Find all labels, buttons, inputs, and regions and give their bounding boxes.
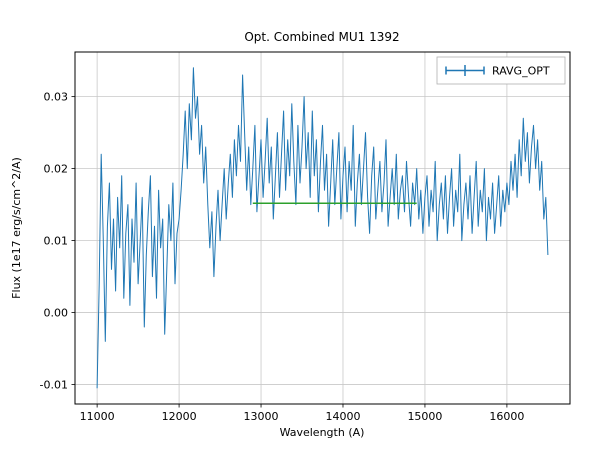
plot-area: 11000 12000 13000 14000 15000 16000 -0.01 0.00 0… bbox=[40, 51, 571, 423]
x-axis-label: Wavelength (A) bbox=[280, 426, 365, 439]
x-tick-label: 15000 bbox=[407, 410, 442, 423]
legend-label: RAVG_OPT bbox=[492, 65, 550, 78]
axes-frame bbox=[74, 51, 571, 405]
x-tick-label: 16000 bbox=[489, 410, 524, 423]
x-tick-label: 12000 bbox=[162, 410, 197, 423]
y-tick-label: 0.01 bbox=[44, 235, 69, 248]
x-tick-label: 11000 bbox=[80, 410, 115, 423]
y-tick-label: -0.01 bbox=[40, 379, 68, 392]
y-tick-label: 0.03 bbox=[44, 91, 69, 104]
legend-errorbar-marker bbox=[445, 65, 485, 76]
x-tick-label: 14000 bbox=[325, 410, 360, 423]
x-tick-label: 13000 bbox=[244, 410, 279, 423]
y-tick-label: 0.02 bbox=[44, 163, 69, 176]
y-axis-label: Flux (1e17 erg/s/cm^2/A) bbox=[10, 157, 23, 299]
legend: RAVG_OPT bbox=[436, 56, 566, 85]
axes-background bbox=[75, 52, 570, 404]
series-RAVG_OPT bbox=[96, 67, 549, 389]
chart-title: Opt. Combined MU1 1392 bbox=[244, 30, 399, 44]
y-tick-label: 0.00 bbox=[44, 307, 69, 320]
